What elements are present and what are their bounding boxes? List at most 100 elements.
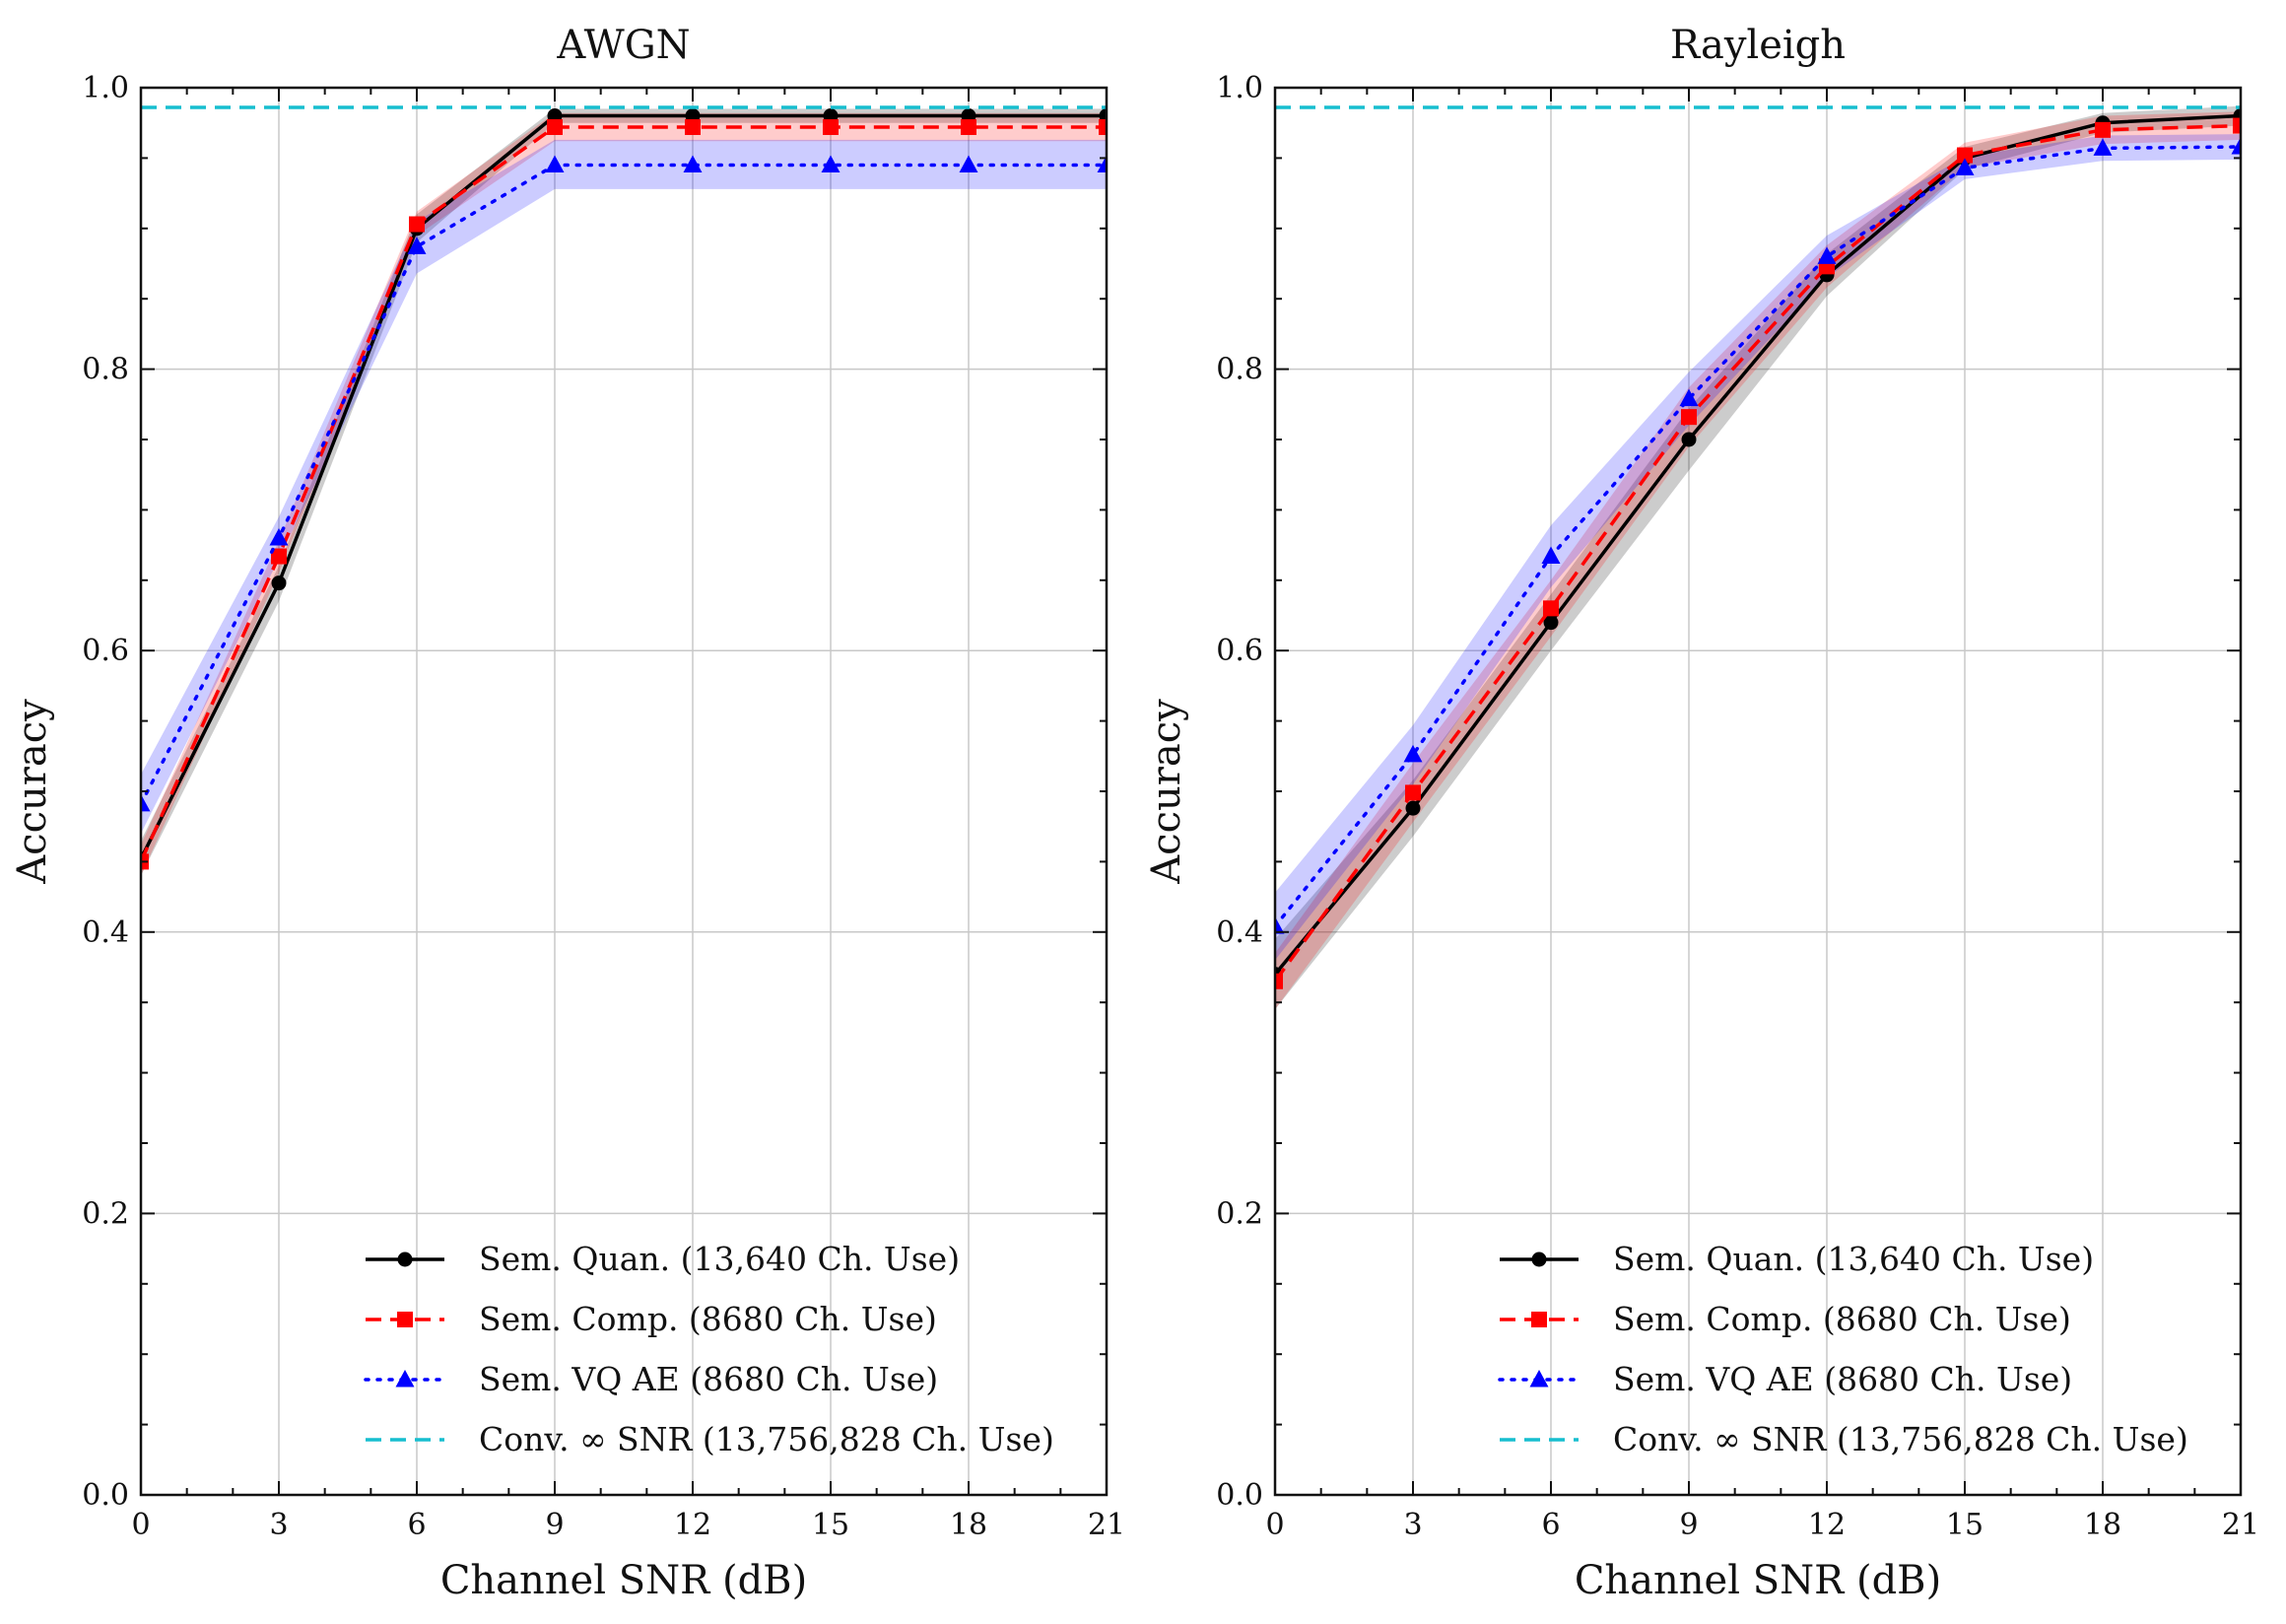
data-point-sem-comp-8680 <box>823 118 839 135</box>
awgn-chart-panel: 0 3 6 9 12 15 18 21 0.0 0.2 0.4 0.6 0.8 1.0 AWGN Channe… <box>10 23 1125 1603</box>
data-point-sem-vq-ae <box>683 155 703 173</box>
x-tick-label: 15 <box>812 1508 849 1542</box>
y-tick-label: 0.8 <box>82 353 129 387</box>
y-tick-label: 1.0 <box>1216 71 1263 105</box>
x-tick-label: 21 <box>2222 1508 2259 1542</box>
legend-marker-sem-comp-8680 <box>1531 1312 1547 1327</box>
data-point-sem-vq-ae <box>1817 246 1837 264</box>
data-point-sem-vq-ae <box>141 793 151 812</box>
legend-label-sem-vq-ae: Sem. VQ AE (8680 Ch. Use) <box>479 1360 938 1398</box>
data-point-sem-quan-13 <box>1543 615 1559 631</box>
data-point-sem-comp-8680 <box>2233 117 2241 134</box>
x-tick-label: 3 <box>1403 1508 1422 1542</box>
data-point-sem-comp-8680 <box>1957 147 1973 164</box>
y-tick-label: 0.8 <box>1216 353 1263 387</box>
data-point-sem-quan-13 <box>1681 432 1697 447</box>
y-tick-label: 0.6 <box>82 634 129 668</box>
y-tick-label: 0.4 <box>1216 915 1263 950</box>
y-tick-label: 0.2 <box>1216 1196 1263 1231</box>
y-tick-label: 0.2 <box>82 1196 129 1231</box>
x-tick-label: 6 <box>1541 1508 1560 1542</box>
y-tick-label: 0.4 <box>82 915 129 950</box>
data-point-sem-vq-ae <box>1403 744 1423 763</box>
y-tick-label: 0.6 <box>1216 634 1263 668</box>
confidence-band-sem-vq-ae <box>141 139 1107 834</box>
x-axis-title: Channel SNR (dB) <box>440 1558 807 1603</box>
series-line-sem-quan-13 <box>141 113 1107 860</box>
data-point-sem-comp-8680 <box>961 118 976 135</box>
legend-marker-sem-vq-ae <box>1529 1370 1549 1387</box>
y-tick-label: 0.0 <box>1216 1478 1263 1513</box>
legend-marker-sem-comp-8680 <box>397 1312 413 1327</box>
x-tick-label: 21 <box>1088 1508 1125 1542</box>
confidence-band-sem-comp-8680 <box>1275 111 2241 1010</box>
data-point-sem-vq-ae <box>1955 158 1975 175</box>
plot-area <box>141 105 1107 876</box>
series-line-sem-comp-8680 <box>141 125 1107 863</box>
x-tick-label: 0 <box>1265 1508 1284 1542</box>
plot-area <box>1275 105 2241 1010</box>
data-point-sem-comp-8680 <box>1099 118 1107 135</box>
x-axis-title: Channel SNR (dB) <box>1575 1558 1941 1603</box>
x-tick-label: 12 <box>1808 1508 1846 1542</box>
x-tick-label: 15 <box>1946 1508 1983 1542</box>
data-point-sem-comp-8680 <box>2095 121 2111 138</box>
data-point-sem-comp-8680 <box>1681 409 1697 426</box>
x-tick-label: 18 <box>950 1508 987 1542</box>
data-point-sem-vq-ae <box>1679 388 1699 407</box>
data-point-sem-comp-8680 <box>1543 600 1559 617</box>
series-line-sem-quan-13 <box>1275 113 2241 976</box>
plot-frame <box>139 86 1109 1497</box>
x-tick-label: 9 <box>545 1508 564 1542</box>
data-point-sem-vq-ae <box>1541 546 1561 565</box>
series-line-sem-comp-8680 <box>1275 123 2241 982</box>
data-point-sem-comp-8680 <box>271 548 287 565</box>
data-point-sem-vq-ae <box>2231 136 2241 155</box>
data-point-sem-quan-13 <box>271 575 287 591</box>
x-tick-label: 9 <box>1679 1508 1698 1542</box>
legend-label-sem-comp-8680: Sem. Comp. (8680 Ch. Use) <box>479 1300 937 1338</box>
x-tick-label: 18 <box>2084 1508 2121 1542</box>
data-point-sem-vq-ae <box>2093 138 2113 156</box>
y-axis-title: Accuracy <box>10 699 55 885</box>
y-tick-label: 1.0 <box>82 71 129 105</box>
legend: Sem. Quan. (13,640 Ch. Use) Sem. Comp. (8… <box>364 1240 1054 1458</box>
x-tick-label: 3 <box>269 1508 288 1542</box>
data-point-sem-vq-ae <box>1275 916 1285 934</box>
data-point-sem-vq-ae <box>1097 155 1107 173</box>
data-point-sem-vq-ae <box>269 527 289 546</box>
series-line-sem-vq-ae <box>1275 145 2241 928</box>
x-tick-label: 0 <box>131 1508 150 1542</box>
data-point-sem-comp-8680 <box>1275 973 1283 989</box>
data-point-sem-quan-13 <box>1405 800 1421 816</box>
y-tick-label: 0.0 <box>82 1478 129 1513</box>
rayleigh-chart-panel: 0 3 6 9 12 15 18 21 0.0 0.2 0.4 0.6 0.8 1.0 Rayleigh Ch… <box>1144 23 2259 1603</box>
series-line-sem-vq-ae <box>141 163 1107 806</box>
data-point-sem-vq-ae <box>959 155 978 173</box>
confidence-band-sem-comp-8680 <box>141 112 1107 876</box>
legend: Sem. Quan. (13,640 Ch. Use) Sem. Comp. (8… <box>1498 1240 2188 1458</box>
legend-marker-sem-vq-ae <box>395 1370 415 1387</box>
confidence-band-sem-quan-13 <box>1275 105 2241 1010</box>
legend-label-sem-quan-13: Sem. Quan. (13,640 Ch. Use) <box>479 1240 960 1278</box>
y-axis-title: Accuracy <box>1144 699 1189 885</box>
data-point-sem-vq-ae <box>821 155 840 173</box>
legend-marker-sem-quan-13 <box>1531 1252 1547 1267</box>
legend-label-conv-snr-13: Conv. ∞ SNR (13,756,828 Ch. Use) <box>1613 1420 2188 1458</box>
chart-title: Rayleigh <box>1670 23 1846 68</box>
legend-marker-sem-quan-13 <box>397 1252 413 1267</box>
chart-title: AWGN <box>556 23 690 68</box>
data-point-sem-comp-8680 <box>409 216 425 233</box>
data-point-sem-comp-8680 <box>1405 784 1421 801</box>
x-tick-label: 6 <box>407 1508 426 1542</box>
legend-label-sem-comp-8680: Sem. Comp. (8680 Ch. Use) <box>1613 1300 2071 1338</box>
data-point-sem-comp-8680 <box>547 118 563 135</box>
confidence-band-sem-vq-ae <box>1275 134 2241 961</box>
data-point-sem-vq-ae <box>545 155 565 173</box>
confidence-band-sem-quan-13 <box>141 108 1107 876</box>
x-tick-label: 12 <box>674 1508 711 1542</box>
legend-label-sem-vq-ae: Sem. VQ AE (8680 Ch. Use) <box>1613 1360 2072 1398</box>
data-point-sem-vq-ae <box>407 237 427 254</box>
legend-label-conv-snr-13: Conv. ∞ SNR (13,756,828 Ch. Use) <box>479 1420 1054 1458</box>
data-point-sem-comp-8680 <box>685 118 701 135</box>
